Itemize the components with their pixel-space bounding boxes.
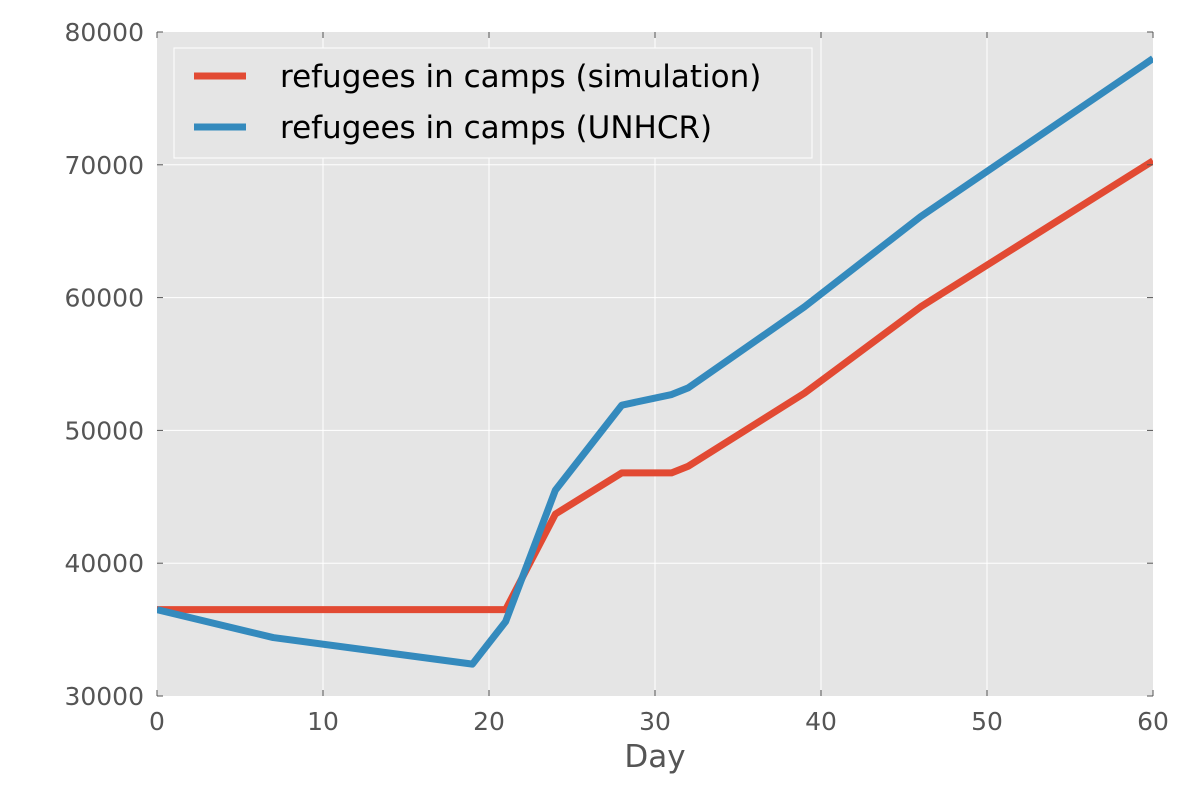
- legend-label-2: refugees in camps (UNHCR): [280, 110, 712, 146]
- y-tick-label: 70000: [64, 151, 144, 180]
- x-tick-label: 60: [1137, 707, 1169, 736]
- y-tick-label: 80000: [64, 18, 144, 47]
- y-tick-label: 60000: [64, 284, 144, 313]
- x-tick-label: 40: [805, 707, 837, 736]
- legend: refugees in camps (simulation) refugees i…: [173, 47, 813, 159]
- x-axis-label: Day: [624, 739, 685, 775]
- axis-ticks: [156, 31, 1154, 697]
- x-tick-label: 0: [149, 707, 165, 736]
- x-tick-label: 50: [971, 707, 1003, 736]
- y-tick-label: 50000: [64, 416, 144, 445]
- x-tick-label: 20: [473, 707, 505, 736]
- legend-box: [173, 47, 813, 159]
- series-line-2: [157, 55, 1153, 668]
- series-lines: [157, 55, 1153, 668]
- y-tick-label: 30000: [64, 682, 144, 711]
- tick-labels: 0 10 20 30 40 50 60 30000 40000 50000 60000 70000 80…: [64, 18, 1168, 736]
- x-tick-label: 10: [307, 707, 339, 736]
- legend-label-1: refugees in camps (simulation): [280, 59, 761, 95]
- x-tick-label: 30: [639, 707, 671, 736]
- y-tick-label: 40000: [64, 549, 144, 578]
